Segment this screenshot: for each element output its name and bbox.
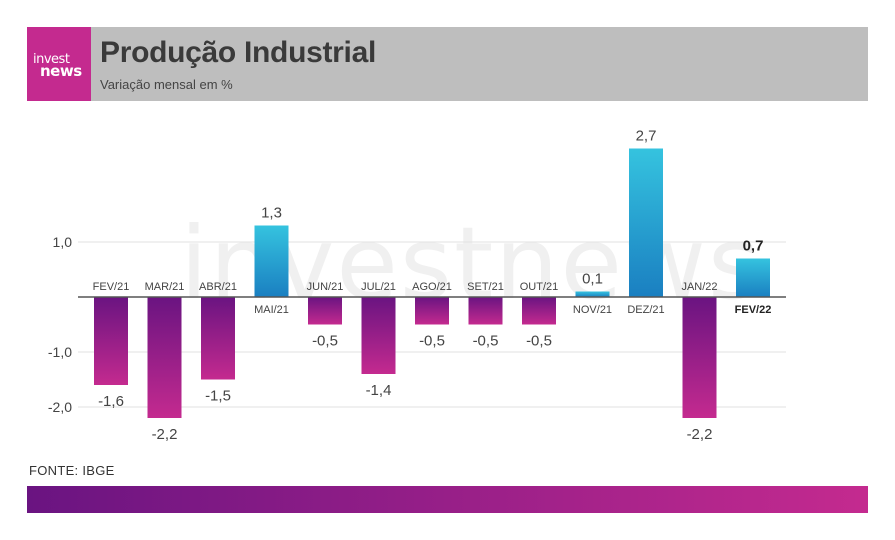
footer-gradient-bar: [27, 486, 868, 513]
bar: [147, 297, 182, 418]
category-label: SET/21: [467, 281, 504, 293]
value-label: -2,2: [152, 426, 178, 443]
value-label: 2,7: [636, 128, 657, 145]
category-label: MAI/21: [254, 304, 289, 316]
category-label: ABR/21: [199, 281, 237, 293]
value-label: -0,5: [312, 333, 338, 350]
bar: [308, 297, 342, 325]
investnews-logo: invest news: [27, 27, 91, 101]
bar: [254, 225, 289, 297]
value-label: -2,2: [687, 426, 713, 443]
value-label: 0,1: [582, 271, 603, 288]
bar: [575, 291, 610, 297]
logo-text-news: news: [40, 62, 82, 80]
bar: [522, 297, 556, 325]
category-label: DEZ/21: [627, 304, 664, 316]
category-label: FEV/21: [93, 281, 130, 293]
category-label: OUT/21: [520, 281, 559, 293]
logo-text-invest: invest: [33, 52, 70, 67]
category-label: FEV/22: [735, 304, 772, 316]
category-label: AGO/21: [412, 281, 452, 293]
value-label: -0,5: [473, 333, 499, 350]
bar: [736, 258, 770, 297]
chart-title: Produção Industrial: [100, 36, 377, 69]
bar: [629, 148, 663, 297]
y-tick-label: -2,0: [48, 399, 72, 415]
category-label: MAR/21: [145, 281, 185, 293]
category-label: JAN/22: [681, 281, 717, 293]
bar: [415, 297, 449, 325]
value-label: -1,4: [366, 382, 392, 399]
value-label: -0,5: [526, 333, 552, 350]
category-label: NOV/21: [573, 304, 612, 316]
category-label: JUL/21: [361, 281, 396, 293]
bar: [682, 297, 717, 418]
value-label: -1,5: [205, 388, 231, 405]
value-label: 1,3: [261, 205, 282, 222]
value-label: -1,6: [98, 393, 124, 410]
y-tick-label: 1,0: [53, 234, 73, 250]
bar: [468, 297, 503, 325]
source-note: FONTE: IBGE: [29, 463, 115, 478]
chart-header: Produção Industrial Variação mensal em %: [91, 27, 868, 101]
bar: [201, 297, 235, 380]
chart-subtitle: Variação mensal em %: [100, 77, 233, 92]
value-label: -0,5: [419, 333, 445, 350]
y-tick-label: -1,0: [48, 344, 72, 360]
bar: [361, 297, 396, 374]
category-label: JUN/21: [307, 281, 344, 293]
bar: [94, 297, 128, 385]
value-label: 0,7: [743, 238, 764, 255]
